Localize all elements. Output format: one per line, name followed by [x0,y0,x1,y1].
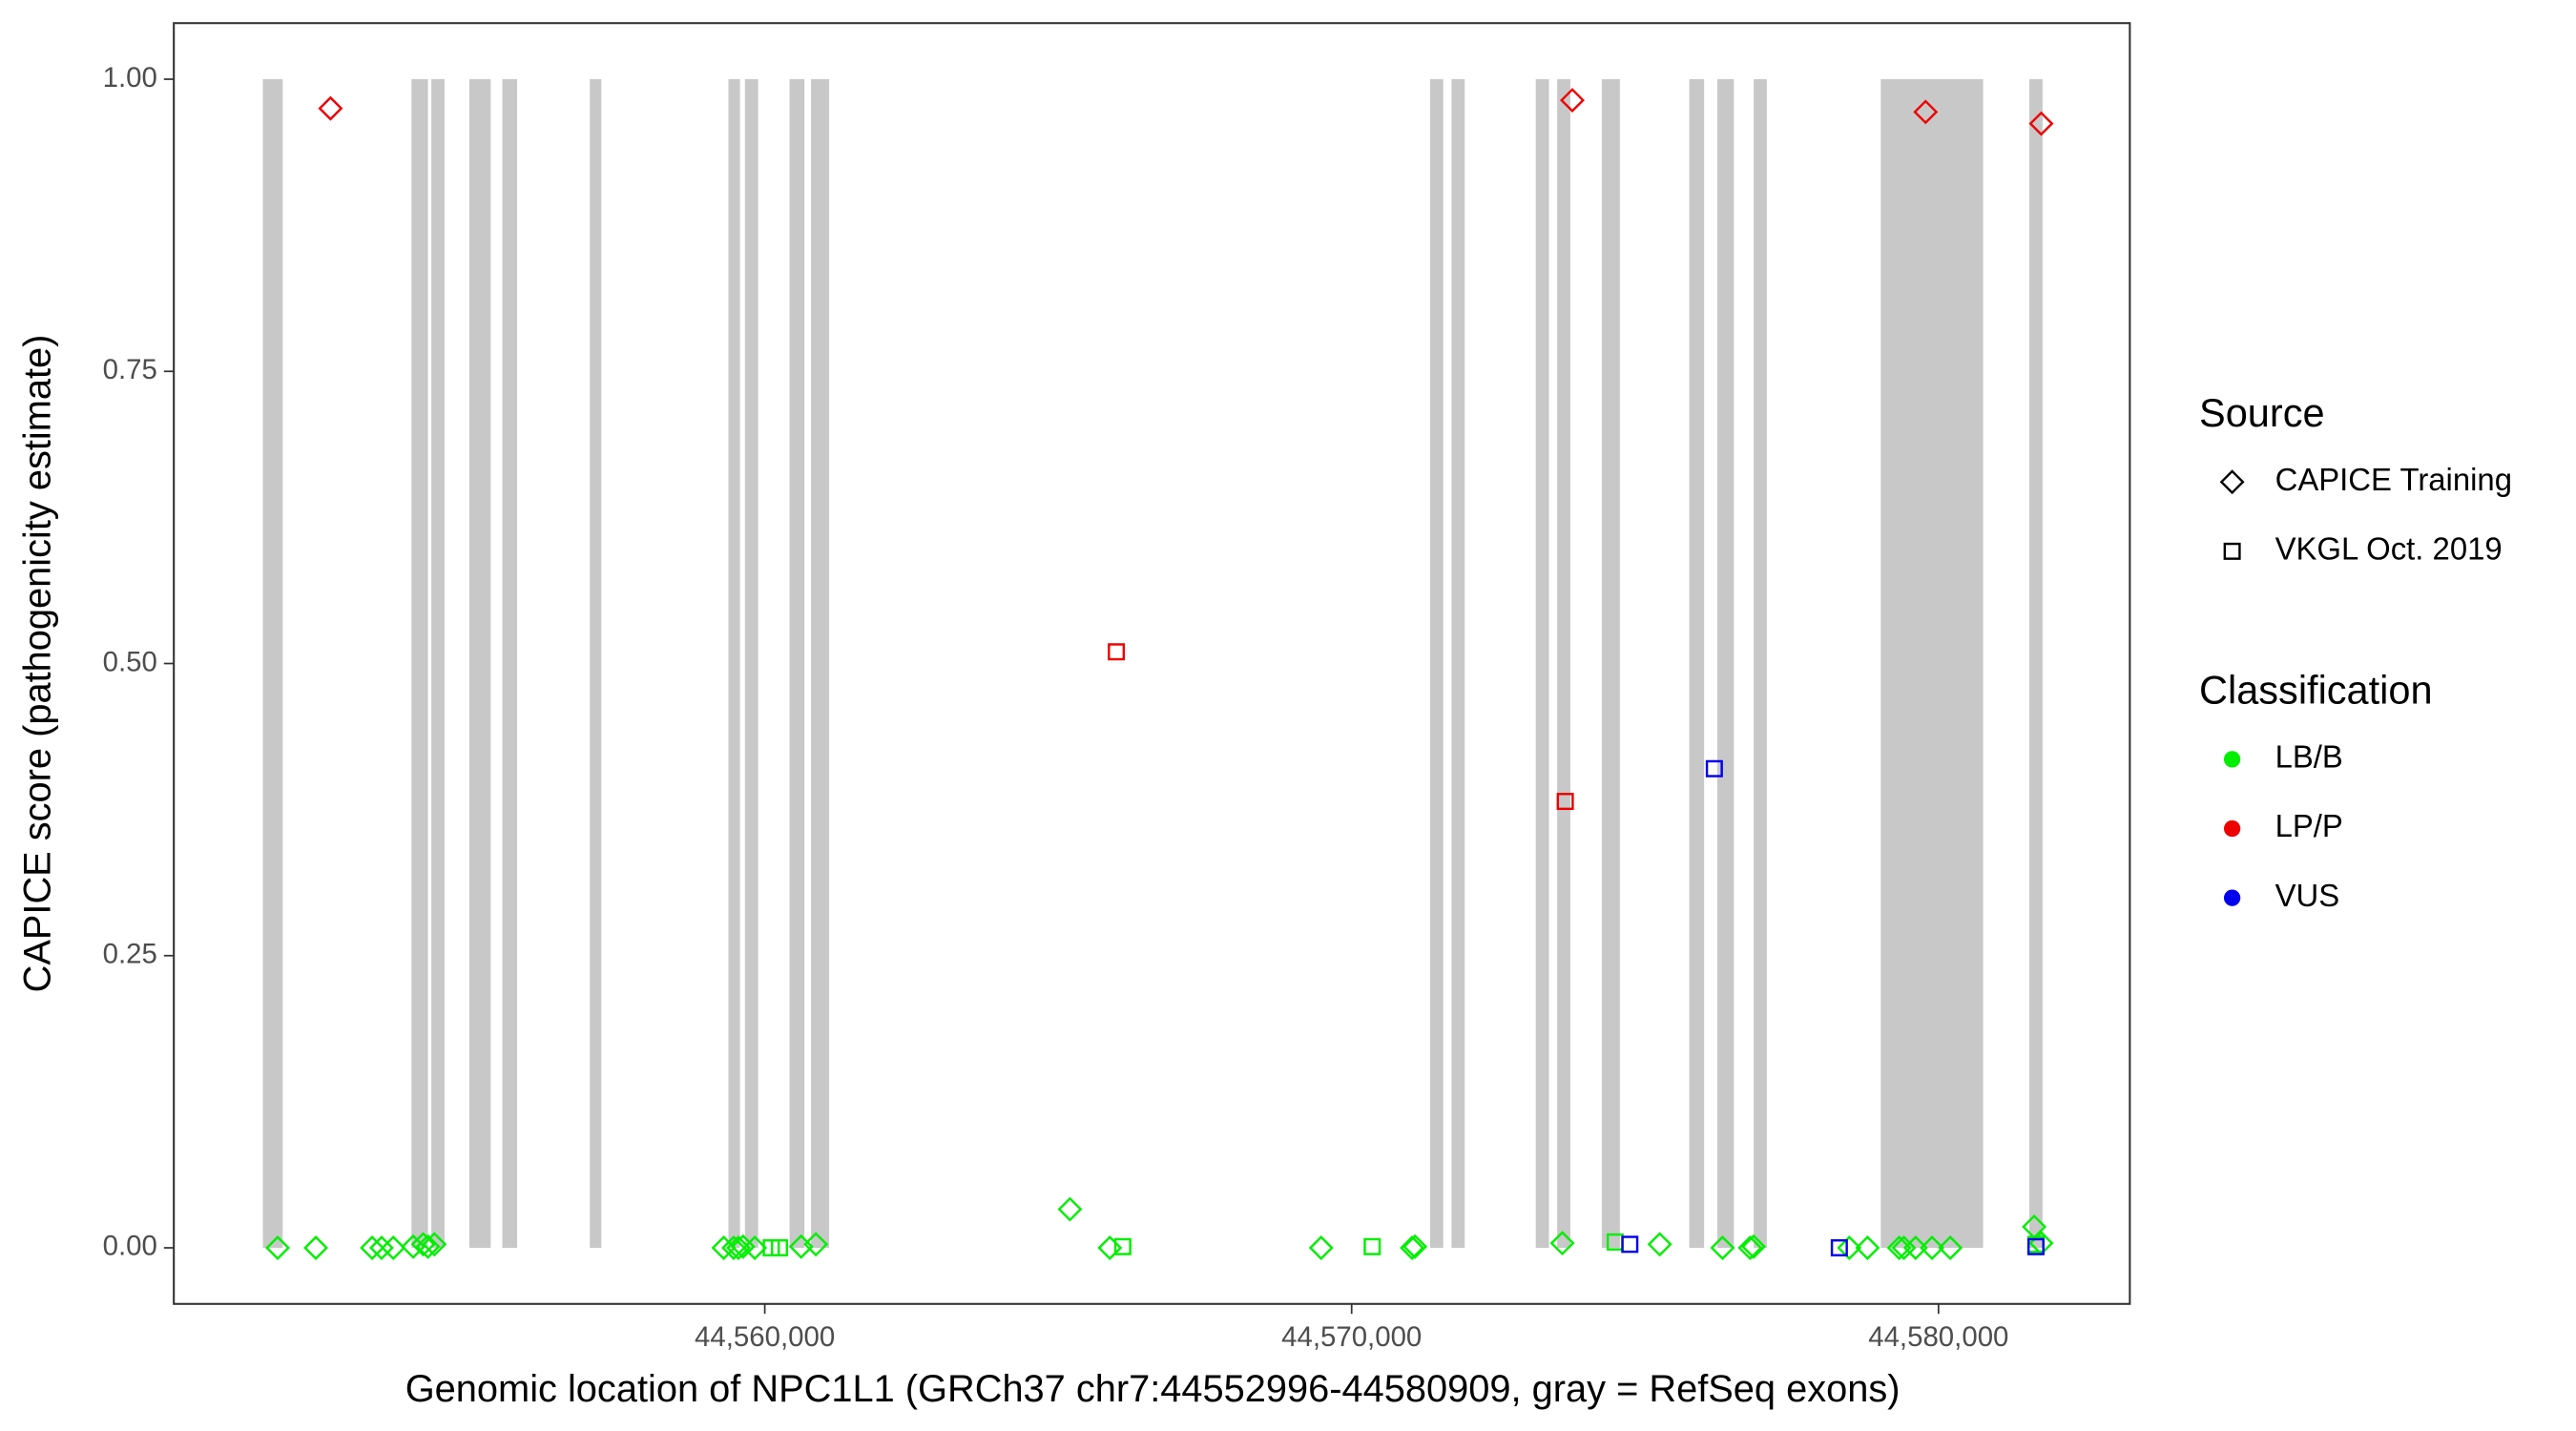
exon [590,79,602,1248]
data-point [368,1235,394,1260]
exon [1754,79,1767,1248]
data-point [1737,1235,1763,1260]
legend-label: VKGL Oct. 2019 [2275,531,2503,567]
exon [1601,79,1620,1248]
exon [2029,79,2043,1248]
exon [1716,79,1735,1248]
data-point [1705,759,1723,778]
data-point [803,1232,829,1257]
data-point [1647,1232,1672,1257]
data-point [1113,1237,1132,1255]
y-axis-title: CAPICE score (pathogenicity estimate) [17,335,59,993]
y-tick-label: 0.25 [103,939,157,970]
data-point [1913,99,1939,125]
legend-key [2223,542,2241,560]
exon [1535,79,1549,1248]
legend-key [2223,889,2241,906]
exon [431,79,445,1248]
data-point [1108,643,1126,661]
data-point [1097,1235,1123,1260]
exon [1451,79,1465,1248]
y-tick-label: 0.75 [103,354,157,385]
data-point [422,1232,447,1257]
data-point [1855,1235,1880,1260]
data-point [1363,1237,1381,1255]
data-point [1560,88,1585,114]
data-point [1891,1235,1917,1260]
data-point [1057,1196,1083,1222]
exon [789,79,805,1248]
data-point [1830,1238,1848,1256]
data-point [410,1232,436,1257]
exon [1429,79,1444,1248]
data-point [1400,1235,1425,1260]
x-tick-label: 44,570,000 [1281,1321,1422,1353]
data-point [1902,1235,1928,1260]
data-point [1710,1235,1735,1260]
data-point [303,1235,328,1260]
data-point [360,1235,385,1260]
exon [728,79,740,1248]
data-point [1308,1235,1334,1260]
exon [1557,79,1570,1248]
x-axis-title: Genomic location of NPC1L1 (GRCh37 chr7:… [405,1368,1901,1410]
data-point [1556,793,1574,811]
legend-label: CAPICE Training [2275,462,2512,497]
legend-title: Classification [2199,668,2433,713]
legend-key [2223,819,2241,838]
data-point [381,1235,406,1260]
data-point [2028,111,2054,136]
x-tick-label: 44,560,000 [695,1321,835,1353]
data-point [415,1234,441,1259]
legend-label: LB/B [2275,739,2343,775]
plot-frame [173,22,2131,1305]
data-point [265,1235,291,1260]
y-tick-label: 1.00 [103,62,157,93]
legend-label: VUS [2275,878,2340,913]
data-point [788,1234,814,1259]
exon [1880,79,1984,1248]
data-point [2026,1237,2045,1255]
data-point [318,95,343,121]
exon [468,79,491,1248]
exon [502,79,518,1248]
data-point [742,1235,768,1260]
x-tick-label: 44,580,000 [1868,1321,2008,1353]
exon [744,79,758,1248]
legend-key [2223,751,2241,768]
data-point [1938,1235,1963,1260]
exon [262,79,283,1248]
data-point [1402,1234,1428,1259]
exon [411,79,428,1248]
data-point [770,1238,788,1256]
data-point [1837,1235,1862,1260]
legend-key [2219,469,2245,495]
data-point [1621,1235,1639,1254]
y-tick-label: 0.50 [103,646,157,677]
exon [811,79,830,1248]
legend-label: LP/P [2275,808,2343,843]
data-point [1886,1235,1912,1260]
exon [1689,79,1705,1248]
y-tick-label: 0.00 [103,1231,157,1262]
data-point [721,1235,746,1260]
data-point [1549,1231,1575,1256]
data-point [725,1235,751,1260]
data-point [1741,1234,1767,1259]
data-point [1920,1235,1945,1260]
legend-title: Source [2199,390,2325,435]
